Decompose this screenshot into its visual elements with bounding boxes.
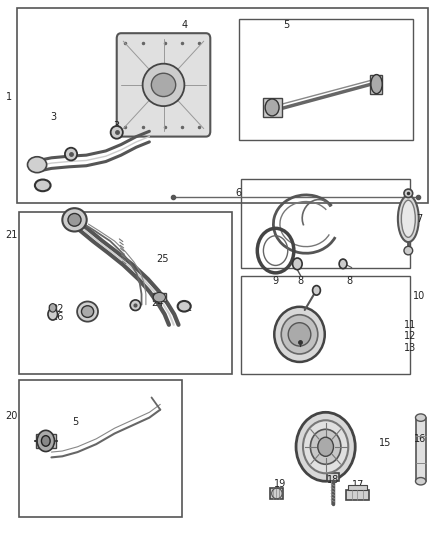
Text: 5: 5 [72, 417, 78, 427]
Text: 9: 9 [272, 276, 279, 286]
Ellipse shape [313, 286, 321, 295]
Ellipse shape [153, 293, 166, 302]
Ellipse shape [151, 73, 176, 96]
Ellipse shape [42, 435, 50, 446]
Polygon shape [262, 98, 282, 117]
Ellipse shape [28, 157, 47, 173]
Ellipse shape [65, 148, 77, 160]
Ellipse shape [62, 208, 87, 231]
Polygon shape [416, 418, 426, 481]
Ellipse shape [81, 306, 94, 317]
Text: 2: 2 [42, 183, 48, 193]
Ellipse shape [265, 99, 279, 116]
Bar [241, 276, 410, 374]
Polygon shape [49, 305, 56, 311]
Ellipse shape [77, 302, 98, 321]
Text: 25: 25 [156, 254, 169, 263]
Text: 20: 20 [5, 411, 17, 421]
Ellipse shape [35, 180, 50, 191]
Ellipse shape [281, 315, 318, 354]
Text: 3: 3 [50, 112, 57, 122]
Text: 1: 1 [6, 92, 12, 102]
Ellipse shape [318, 437, 333, 456]
Bar [239, 19, 413, 140]
Bar [241, 179, 410, 268]
Text: 22: 22 [51, 304, 64, 314]
Text: 16: 16 [414, 434, 426, 444]
Bar [19, 381, 182, 518]
Ellipse shape [416, 478, 426, 485]
FancyBboxPatch shape [117, 33, 210, 136]
Text: 5: 5 [283, 20, 290, 30]
Text: 11: 11 [404, 320, 417, 330]
Ellipse shape [416, 414, 426, 421]
Text: 12: 12 [404, 332, 417, 342]
Polygon shape [348, 485, 367, 490]
Text: 8: 8 [346, 276, 353, 286]
Text: 10: 10 [413, 290, 425, 301]
Text: 19: 19 [274, 479, 286, 489]
Text: 8: 8 [298, 276, 304, 286]
Text: 13: 13 [404, 343, 417, 353]
Text: 24: 24 [151, 297, 163, 308]
Ellipse shape [274, 307, 325, 362]
Ellipse shape [371, 75, 382, 94]
Ellipse shape [143, 63, 184, 106]
Ellipse shape [288, 322, 311, 346]
Text: 2: 2 [185, 303, 192, 313]
Text: 7: 7 [416, 214, 422, 224]
Ellipse shape [339, 259, 347, 269]
Ellipse shape [68, 214, 81, 226]
Text: 3: 3 [113, 121, 120, 131]
Polygon shape [371, 75, 382, 94]
Polygon shape [36, 433, 56, 448]
Text: 14: 14 [296, 325, 308, 335]
Bar [19, 212, 232, 374]
Text: 18: 18 [327, 475, 339, 484]
Polygon shape [153, 293, 166, 301]
Bar [17, 8, 428, 203]
Ellipse shape [303, 420, 348, 473]
Text: 4: 4 [181, 20, 187, 30]
Text: 23: 23 [82, 311, 95, 321]
Text: 15: 15 [379, 438, 392, 448]
Text: 26: 26 [51, 312, 63, 322]
Ellipse shape [401, 200, 415, 237]
Polygon shape [327, 473, 339, 481]
Ellipse shape [296, 413, 355, 481]
Polygon shape [50, 311, 55, 317]
Text: 21: 21 [5, 230, 17, 240]
Ellipse shape [37, 430, 54, 451]
Ellipse shape [293, 258, 302, 270]
Ellipse shape [404, 189, 413, 198]
Ellipse shape [178, 301, 191, 312]
Ellipse shape [398, 196, 419, 242]
Ellipse shape [404, 246, 413, 255]
Ellipse shape [111, 126, 123, 139]
Ellipse shape [48, 309, 57, 320]
Text: 17: 17 [352, 480, 364, 490]
Ellipse shape [49, 304, 56, 312]
Polygon shape [270, 488, 283, 499]
Text: 6: 6 [236, 188, 242, 198]
Text: 3: 3 [131, 303, 137, 313]
Ellipse shape [311, 429, 341, 464]
Ellipse shape [130, 300, 141, 311]
Polygon shape [346, 490, 369, 500]
